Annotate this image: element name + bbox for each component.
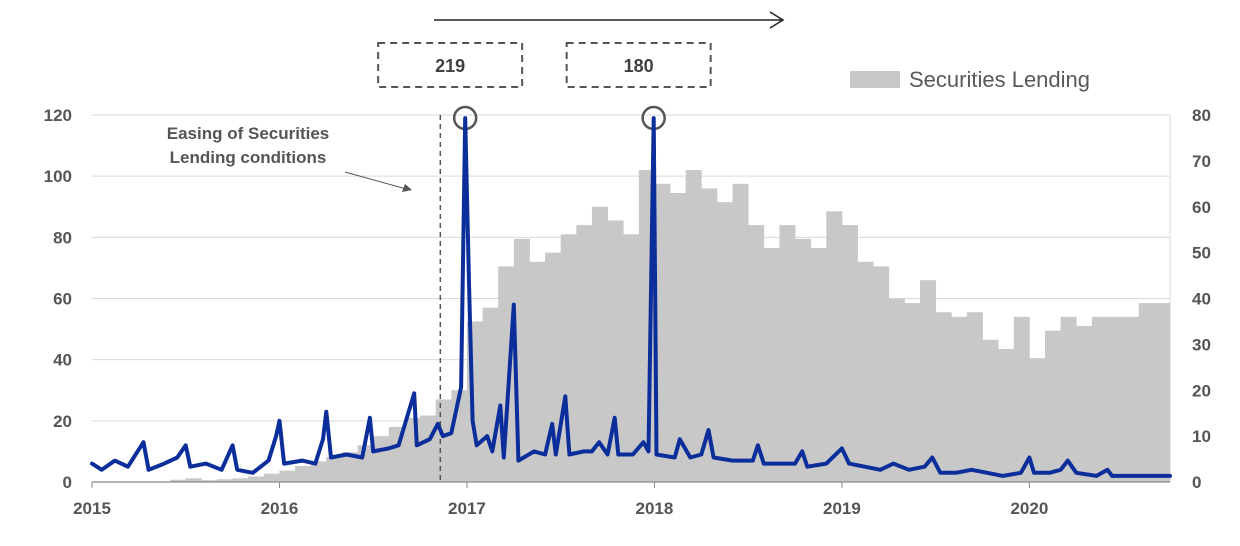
left-tick-label: 20	[53, 412, 72, 431]
easing-arrowhead	[402, 184, 412, 192]
securities-lending-bar	[373, 436, 390, 482]
securities-lending-bar	[295, 465, 312, 482]
securities-lending-bar	[623, 234, 640, 482]
x-tick-label: 2020	[1010, 499, 1048, 518]
securities-lending-bar	[310, 461, 327, 482]
securities-lending-bar	[607, 220, 624, 482]
securities-lending-area	[170, 170, 1171, 483]
securities-lending-bar	[232, 478, 249, 482]
securities-lending-bar	[748, 225, 765, 482]
securities-lending-bar	[826, 211, 843, 482]
right-tick-label: 30	[1192, 335, 1211, 354]
right-tick-label: 60	[1192, 198, 1211, 217]
x-tick-label: 2019	[823, 499, 861, 518]
securities-lending-bar	[1013, 316, 1030, 482]
securities-lending-bar	[1107, 316, 1124, 482]
securities-lending-bar	[654, 183, 671, 482]
securities-lending-bar	[420, 415, 437, 482]
securities-lending-bar	[1123, 316, 1140, 482]
securities-lending-bar	[576, 225, 593, 482]
securities-lending-bar	[1060, 316, 1077, 482]
right-tick-label: 50	[1192, 244, 1211, 263]
x-tick-label: 2015	[73, 499, 111, 518]
x-axis-ticks: 2015 2016 2017 2018 2019 2020	[73, 482, 1048, 518]
securities-lending-bar	[591, 206, 608, 482]
securities-lending-bar	[951, 316, 968, 482]
securities-lending-bar	[904, 303, 921, 482]
right-tick-label: 0	[1192, 473, 1201, 492]
series-line	[90, 116, 1172, 478]
left-tick-label: 120	[44, 106, 72, 125]
securities-lending-bar	[857, 261, 874, 482]
securities-lending-bar	[248, 476, 265, 482]
securities-lending-bar	[341, 452, 358, 482]
legend: Securities Lending	[850, 67, 1090, 92]
securities-lending-bar	[685, 170, 702, 483]
securities-lending-bar	[873, 266, 890, 482]
securities-lending-bar	[263, 473, 280, 482]
legend-label: Securities Lending	[909, 67, 1090, 92]
securities-lending-bar	[732, 183, 749, 482]
top-arrowhead	[769, 11, 785, 29]
securities-lending-bar	[920, 280, 937, 482]
callout-label: 180	[624, 56, 654, 76]
legend-swatch	[850, 71, 900, 88]
securities-lending-bar	[779, 225, 796, 482]
securities-lending-bar	[482, 307, 499, 482]
securities-lending-bar	[966, 312, 983, 482]
left-tick-label: 80	[53, 228, 72, 247]
securities-lending-bar	[1029, 358, 1046, 482]
securities-lending-bar	[841, 225, 858, 482]
securities-lending-bar	[810, 248, 827, 482]
securities-lending-bar	[279, 470, 296, 482]
securities-lending-bar	[216, 479, 234, 482]
securities-lending-bar	[326, 456, 343, 482]
left-tick-label: 40	[53, 351, 72, 370]
easing-pointer-arrow	[344, 171, 411, 191]
securities-lending-bar	[763, 248, 780, 482]
securities-lending-bar	[1138, 303, 1171, 482]
easing-note-line: Easing of Securities	[167, 124, 330, 143]
securities-lending-bar	[701, 188, 718, 482]
securities-lending-bar	[1076, 326, 1093, 482]
right-axis-ticks: 0 10 20 30 40 50 60 70 80	[1192, 106, 1211, 492]
securities-lending-bar	[1045, 330, 1062, 482]
x-tick-label: 2018	[636, 499, 674, 518]
right-tick-label: 80	[1192, 106, 1211, 125]
securities-lending-bar	[170, 479, 187, 482]
right-tick-label: 40	[1192, 290, 1211, 309]
blue-series-line	[90, 116, 1172, 478]
securities-lending-bar	[888, 298, 905, 482]
securities-lending-bar	[670, 192, 687, 483]
securities-lending-bar	[545, 252, 562, 482]
callout-box	[377, 42, 524, 88]
easing-note-line: Lending conditions	[170, 148, 327, 167]
securities-lending-bar	[435, 399, 452, 482]
left-axis-ticks: 0 20 40 60 80 100 120	[44, 106, 72, 492]
securities-lending-bar	[185, 478, 202, 482]
right-tick-label: 10	[1192, 427, 1211, 446]
right-tick-label: 20	[1192, 381, 1211, 400]
securities-lending-bar	[529, 261, 546, 482]
securities-lending-bar	[404, 417, 421, 482]
x-tick-label: 2017	[448, 499, 486, 518]
callout-label: 219	[435, 56, 465, 76]
securities-lending-bar	[1091, 316, 1108, 482]
left-tick-label: 60	[53, 290, 72, 309]
x-tick-label: 2016	[261, 499, 299, 518]
securities-lending-bar	[982, 339, 999, 482]
right-tick-label: 70	[1192, 152, 1211, 171]
securities-lending-bar	[716, 202, 733, 482]
annotations: Easing of Securities Lending conditions 21…	[167, 11, 785, 482]
securities-lending-bar	[795, 238, 812, 482]
securities-lending-bar	[998, 348, 1015, 482]
securities-lending-bar	[935, 312, 952, 482]
securities-lending-bar	[560, 234, 577, 482]
callout-box	[565, 42, 712, 88]
left-tick-label: 100	[44, 167, 72, 186]
left-tick-label: 0	[63, 473, 72, 492]
securities-lending-bar	[201, 480, 218, 482]
